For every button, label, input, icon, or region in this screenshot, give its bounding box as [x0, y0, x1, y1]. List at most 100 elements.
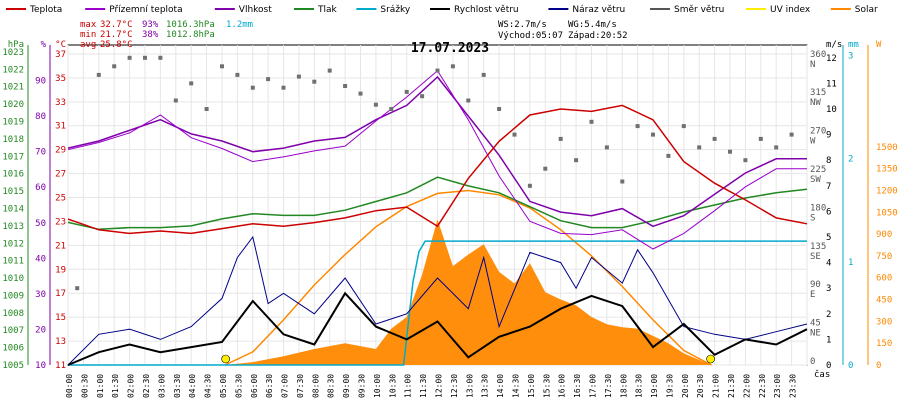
hour-label: 10:30 [388, 374, 397, 398]
hour-label: 06:30 [265, 374, 274, 398]
axis-tick-hpa: 1010 [2, 274, 24, 284]
wind-direction-point [96, 72, 101, 77]
axes: hPa1005100610071008100910101011101210131… [2, 40, 897, 371]
legend-label: Tlak [317, 5, 338, 15]
hour-label: 19:00 [650, 374, 659, 398]
axis-tick-hpa: 1021 [2, 83, 24, 93]
wind-direction-point [250, 85, 255, 90]
axis-tick-hpa: 1009 [2, 291, 24, 301]
wind-direction-point [127, 55, 132, 60]
axis-tick-dir: 45 [810, 319, 821, 329]
wind-gust-line [67, 235, 808, 366]
axis-tick-w: 1500 [876, 143, 898, 153]
wind-direction-point [312, 79, 317, 84]
axis-tick-degc: 29 [55, 146, 66, 156]
axis-tick-degc: 31 [55, 122, 66, 132]
hour-label: 08:00 [311, 374, 320, 398]
stat-max-rain: 1.2mm [226, 20, 253, 30]
legend-label: Vlhkost [239, 5, 272, 15]
legend-label: Solar [855, 5, 878, 15]
axis-tick-ms: 5 [826, 233, 831, 243]
hour-label: 19:30 [665, 374, 674, 398]
hour-label: 00:00 [65, 374, 74, 398]
axis-tick-degc: 25 [55, 194, 66, 204]
axis-tick-dir: 135 [810, 242, 826, 252]
wind-direction-point [697, 145, 702, 150]
axis-tick-hpa: 1014 [2, 204, 24, 214]
hour-label: 23:00 [773, 374, 782, 398]
axis-tick-ms: 11 [826, 79, 837, 89]
axis-tick-ms: 10 [826, 105, 837, 115]
axis-unit-degc: °C [55, 40, 66, 50]
time-axis-label: čas [814, 369, 830, 380]
hour-label: 11:00 [404, 374, 413, 398]
hour-label: 14:00 [496, 374, 505, 398]
hour-label: 03:30 [173, 374, 182, 398]
wind-direction-point [420, 94, 425, 99]
chart-title: 17.07.2023 [411, 41, 489, 56]
wind-direction-point [651, 132, 655, 137]
hour-label: 15:00 [527, 374, 536, 398]
axis-tick-pct: 40 [35, 254, 46, 264]
wind-direction-point [189, 81, 194, 86]
axis-tick-mm: 0 [848, 361, 853, 371]
wind-direction-point [789, 132, 794, 137]
axis-unit-hpa: hPa [8, 40, 24, 50]
hour-label: 08:30 [327, 374, 336, 398]
axis-tick-pct: 70 [35, 148, 46, 158]
axis-tick-mm: 1 [848, 258, 853, 268]
legend-label: Teplota [29, 5, 62, 15]
stat-min-pressure: 1012.8hPa [166, 30, 215, 40]
wind-direction-point [373, 102, 378, 107]
sunrise-marker [221, 354, 230, 364]
precipitation-line [68, 240, 807, 366]
hour-label: 07:30 [296, 374, 305, 398]
axis-tick-pct: 30 [35, 290, 46, 300]
axis-tick-hpa: 1013 [2, 222, 24, 232]
axis-tick-w: 600 [876, 274, 892, 284]
pressure-line [67, 176, 808, 231]
hour-label: 09:30 [358, 374, 367, 398]
wind-direction-point [435, 68, 440, 73]
stat-max-pressure: 1016.3hPa [166, 20, 215, 30]
legend-label: Srážky [380, 5, 411, 15]
wind-direction-point [481, 72, 486, 77]
hour-label: 18:30 [635, 374, 644, 398]
hour-label: 02:00 [127, 374, 136, 398]
axis-tick-ms: 2 [826, 310, 831, 320]
wind-direction-point [466, 98, 471, 103]
axis-tick-mm: 3 [848, 51, 853, 61]
axis-tick-pct: 20 [35, 325, 46, 335]
series-layer [67, 55, 808, 366]
stat-sunrise: Východ:05:07 [498, 31, 563, 41]
wind-direction-point [497, 107, 502, 111]
stat-min-temp: 21.7°C [100, 30, 133, 40]
legend-label: Přízemní teplota [109, 5, 182, 15]
wind-direction-point [143, 55, 147, 60]
wind-direction-point [358, 91, 363, 96]
axis-tick-ms: 6 [826, 207, 831, 217]
hour-label: 13:00 [465, 374, 474, 398]
axis-tick-pct: 10 [35, 361, 46, 371]
hour-label: 14:30 [511, 374, 520, 398]
hour-label: 22:00 [742, 374, 751, 398]
axis-tick-w: 0 [876, 361, 881, 371]
hour-label: 16:30 [573, 374, 582, 398]
wind-direction-point [558, 136, 563, 141]
temperature-line [67, 104, 808, 235]
axis-tick-pct: 90 [35, 77, 46, 87]
axis-tick-hpa: 1016 [2, 170, 24, 180]
axis-tick-dir: 315 [810, 88, 826, 98]
wind-direction-point [712, 136, 717, 141]
solar-theoretical-line [224, 189, 712, 366]
axis-tick-ms: 0 [826, 361, 831, 371]
stats-panel: max 32.7°C 93% 1016.3hPa 1.2mm min 21.7°… [80, 20, 628, 50]
axis-tick-hpa: 1017 [2, 152, 24, 162]
wind-direction-point [635, 124, 640, 129]
axis-tick-dir: 90 [810, 280, 821, 290]
hour-label: 09:00 [342, 374, 351, 398]
axis-tick-ms: 3 [826, 284, 831, 294]
stat-wind-speed: WS:2.7m/s [498, 20, 547, 30]
